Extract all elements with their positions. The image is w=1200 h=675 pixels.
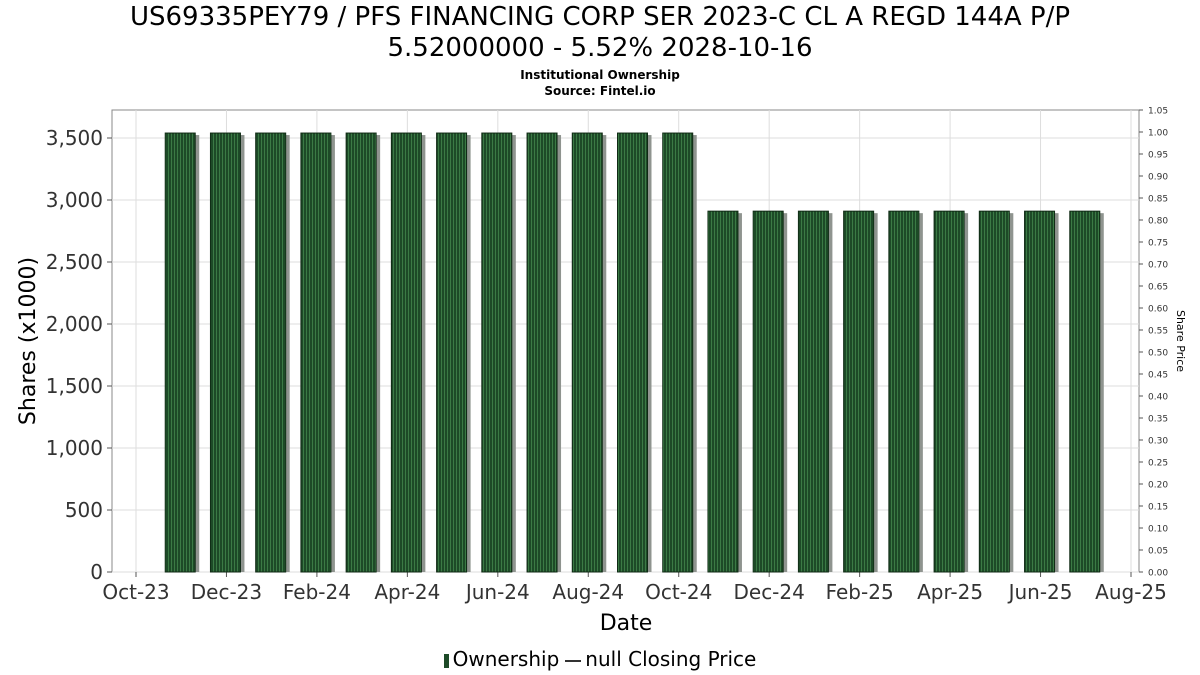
y2-tick-label: 0.70 <box>1148 261 1168 271</box>
ownership-bar <box>300 132 332 573</box>
y-tick-label: 0 <box>90 560 103 584</box>
y2-tick-label: 1.00 <box>1148 129 1168 139</box>
y-tick-label: 1,500 <box>46 374 103 398</box>
y-tick-label: 3,500 <box>46 126 103 150</box>
secondary-y-axis: 0.00 0.05 0.10 0.15 0.20 0.25 0.30 0.35 0.40 0.45… <box>1139 107 1168 579</box>
x-tick-label: Aug-25 <box>1095 580 1167 604</box>
y2-tick-label: 0.35 <box>1148 415 1168 425</box>
ownership-bar <box>662 132 694 573</box>
y2-tick-label: 0.30 <box>1148 437 1168 447</box>
y-axis-label: Shares (x1000) <box>16 257 41 425</box>
y2-tick-label: 0.15 <box>1148 503 1168 513</box>
x-tick-label: Dec-24 <box>733 580 804 604</box>
y2-tick-label: 0.20 <box>1148 481 1168 491</box>
y2-tick-label: 0.40 <box>1148 393 1168 403</box>
x-axis-label: Date <box>600 611 653 636</box>
ownership-bar <box>843 210 875 573</box>
chart-title-line-2: 5.52000000 - 5.52% 2028-10-16 <box>387 33 813 63</box>
ownership-bar <box>752 210 784 573</box>
y-tick-label: 1,000 <box>46 436 103 460</box>
ownership-bar <box>164 132 196 573</box>
chart-title-line-1: US69335PEY79 / PFS FINANCING CORP SER 20… <box>129 2 1071 32</box>
ownership-bar <box>571 132 603 573</box>
y2-tick-label: 0.45 <box>1148 371 1168 381</box>
y2-tick-label: 0.65 <box>1148 283 1168 293</box>
ownership-bar <box>888 210 920 573</box>
y2-tick-label: 0.25 <box>1148 459 1168 469</box>
ownership-bar <box>255 132 287 573</box>
y2-tick-label: 0.85 <box>1148 195 1168 205</box>
y2-tick-label: 0.95 <box>1148 151 1168 161</box>
secondary-y-axis-label: Share Price <box>1174 310 1187 372</box>
ownership-bar <box>526 132 558 573</box>
ownership-bar <box>978 210 1010 573</box>
ownership-bar <box>345 132 377 573</box>
y2-tick-label: 0.80 <box>1148 217 1168 227</box>
x-tick-label: Aug-24 <box>552 580 624 604</box>
y2-tick-label: 1.05 <box>1148 107 1168 117</box>
y-axis: 0 500 1,000 1,500 2,000 2,500 3,000 3,500 <box>46 126 112 584</box>
price-legend-line <box>565 659 582 662</box>
ownership-bars <box>164 132 1104 573</box>
y2-tick-label: 0.10 <box>1148 525 1168 535</box>
x-tick-label: Jun-25 <box>1007 580 1073 604</box>
y-tick-label: 3,000 <box>46 188 103 212</box>
ownership-bar <box>436 132 468 573</box>
x-tick-label: Dec-23 <box>191 580 262 604</box>
x-tick-label: Oct-24 <box>645 580 712 604</box>
ownership-bar <box>481 132 513 573</box>
chart-title: US69335PEY79 / PFS FINANCING CORP SER 20… <box>0 2 1200 64</box>
y2-tick-label: 0.05 <box>1148 547 1168 557</box>
ownership-bar <box>209 132 241 573</box>
ownership-bar <box>707 210 739 573</box>
ownership-bar <box>1069 210 1101 573</box>
y2-tick-label: 0.50 <box>1148 349 1168 359</box>
legend: Ownership null Closing Price <box>0 647 1200 671</box>
y-tick-label: 2,500 <box>46 250 103 274</box>
y-tick-label: 2,000 <box>46 312 103 336</box>
ownership-bar <box>390 132 422 573</box>
ownership-bar <box>617 132 648 573</box>
price-legend-label: null Closing Price <box>585 647 757 671</box>
y2-tick-label: 0.00 <box>1148 569 1168 579</box>
y-tick-label: 500 <box>65 498 103 522</box>
x-tick-label: Apr-24 <box>374 580 440 604</box>
x-tick-label: Apr-25 <box>917 580 983 604</box>
x-tick-label: Feb-24 <box>283 580 351 604</box>
ownership-bar <box>933 210 965 573</box>
y2-tick-label: 0.90 <box>1148 173 1168 183</box>
x-axis: Oct-23 Dec-23 Feb-24 Apr-24 Jun-24 Aug-24 Oct-… <box>102 572 1167 604</box>
chart-subtitle-line-1: Institutional Ownership <box>520 68 680 82</box>
x-tick-label: Feb-25 <box>826 580 894 604</box>
chart-subtitle-line-2: Source: Fintel.io <box>544 84 656 98</box>
ownership-bar <box>1024 210 1056 573</box>
y2-tick-label: 0.60 <box>1148 305 1168 315</box>
y2-tick-label: 0.75 <box>1148 239 1168 249</box>
ownership-legend-swatch <box>443 653 449 668</box>
ownership-bar <box>797 210 829 573</box>
chart-subtitle: Institutional Ownership Source: Fintel.i… <box>0 67 1200 99</box>
ownership-legend-label: Ownership <box>452 647 560 671</box>
y2-tick-label: 0.55 <box>1148 327 1168 337</box>
x-tick-label: Oct-23 <box>102 580 169 604</box>
x-tick-label: Jun-24 <box>464 580 530 604</box>
